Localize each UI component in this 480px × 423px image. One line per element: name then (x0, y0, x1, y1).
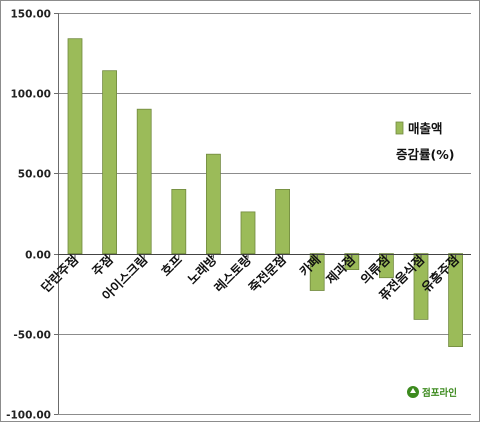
legend-label-line2: 증감률(%) (396, 147, 454, 162)
bar (276, 189, 290, 253)
category-label: 레스토랑 (211, 252, 254, 295)
axes (58, 13, 471, 414)
y-tick-label: -100.00 (6, 410, 51, 422)
y-tick-label: 100.00 (10, 89, 51, 101)
legend-label-line1: 매출액 (408, 121, 443, 136)
category-label: 죽전문점 (246, 252, 289, 295)
y-tick-label: -50.00 (13, 330, 51, 342)
y-axis-tick-labels: 150.00 100.00 50.00 0.00 -50.00 -100.00 (6, 9, 51, 422)
watermark-logo: 점포라인 (407, 386, 457, 399)
bar (206, 154, 220, 253)
y-tick-label: 150.00 (10, 9, 51, 21)
legend: 매출액 증감률(%) (396, 121, 454, 162)
bar (137, 109, 151, 253)
bar (172, 189, 186, 253)
bar (68, 39, 82, 254)
watermark-text: 점포라인 (422, 387, 457, 399)
legend-swatch (396, 122, 403, 134)
category-label: 호프 (158, 252, 185, 279)
category-label: 주점 (89, 252, 116, 279)
y-tick-label: 50.00 (18, 169, 51, 181)
y-tick-label: 0.00 (25, 250, 51, 262)
bar (103, 71, 117, 254)
bar (241, 212, 255, 254)
bars (68, 39, 463, 347)
